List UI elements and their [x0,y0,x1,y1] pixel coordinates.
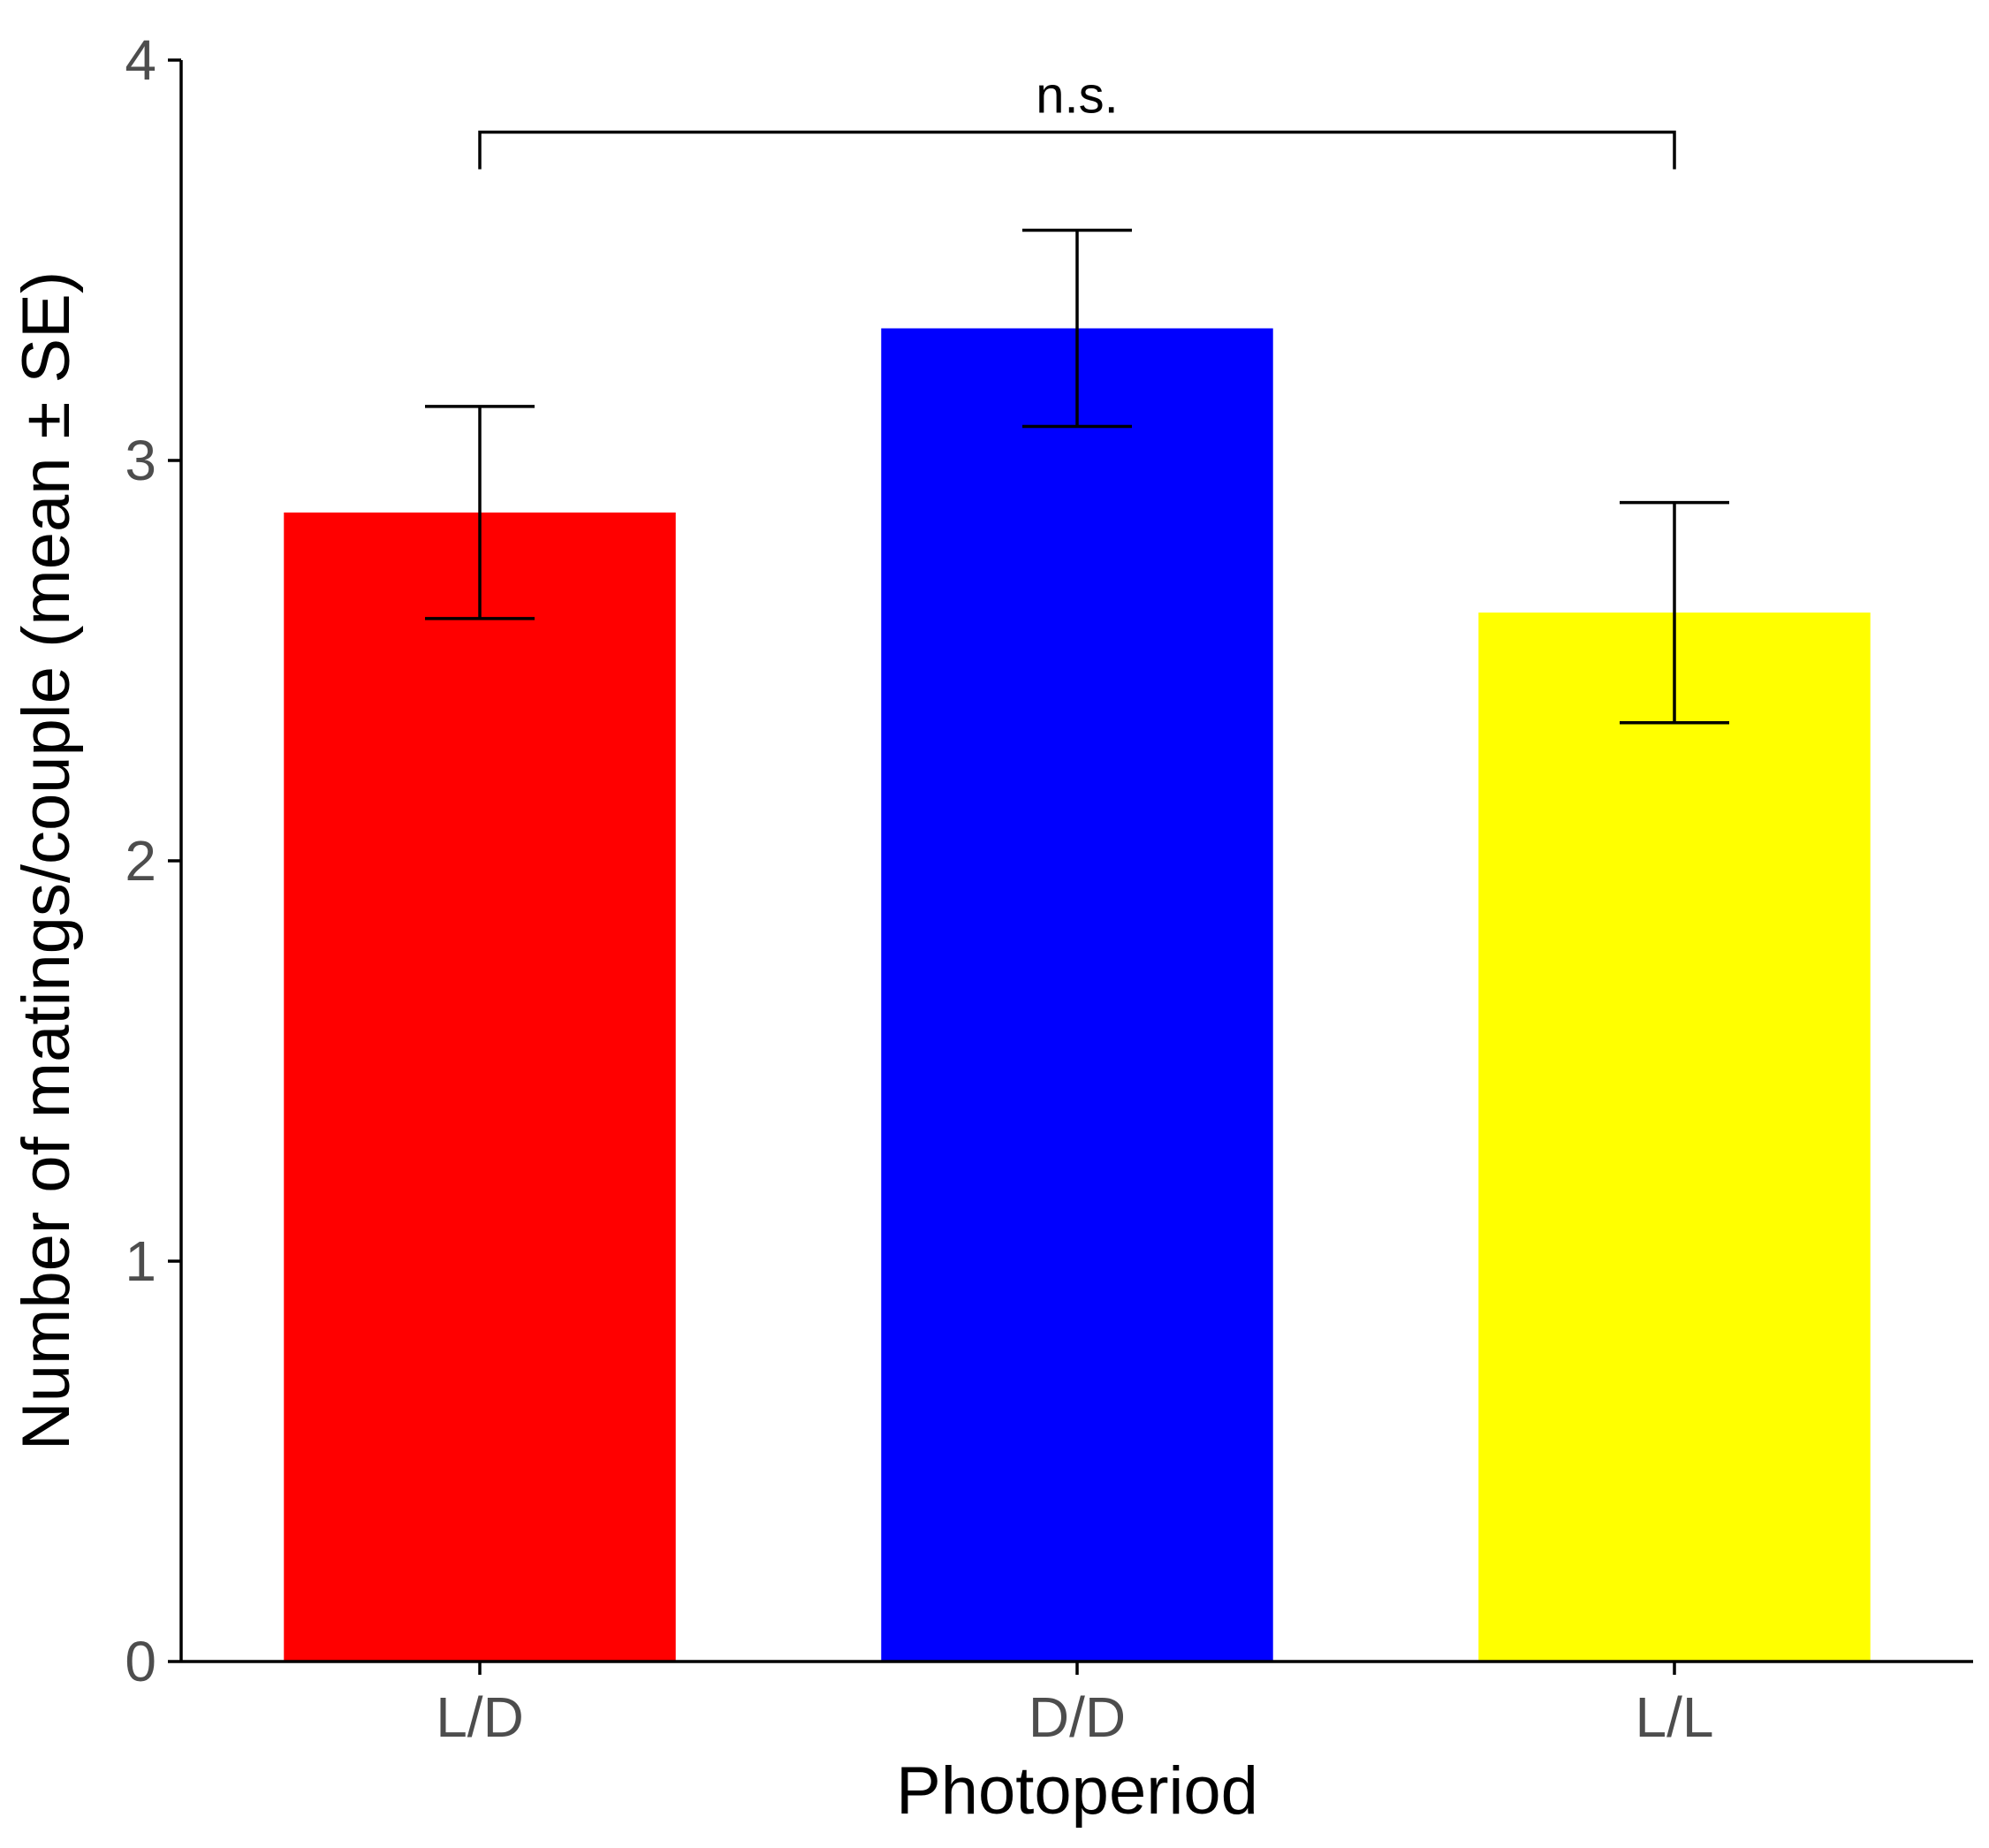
significance-bracket: n.s. [478,67,1676,170]
y-tick-label: 2 [125,829,156,893]
x-tick-label: D/D [1029,1685,1126,1749]
y-axis-title: Number of matings/couple (mean ± SE) [9,271,84,1450]
y-tick-label: 1 [125,1229,156,1293]
error-bar-d-d [1022,228,1132,429]
x-tick-label: L/L [1636,1685,1714,1749]
y-ticks: 0 1 2 3 4 [125,28,181,1693]
x-ticks: L/D D/D L/L [436,1662,1713,1749]
bar-l-d [284,512,676,1662]
bars-layer [284,328,1871,1662]
significance-bracket-line [478,130,1676,170]
bar-d-d [881,328,1273,1662]
y-tick-label: 3 [125,429,156,492]
y-tick-label: 0 [125,1630,156,1693]
x-tick-label: L/D [436,1685,524,1749]
bar-l-l [1478,612,1871,1662]
error-bar-l-d [425,405,535,620]
error-bars-layer [425,228,1729,725]
x-axis-title: Photoperiod [896,1753,1258,1829]
error-bar-l-l [1620,500,1729,725]
significance-label: n.s. [1036,67,1119,125]
y-tick-label: 4 [125,28,156,92]
